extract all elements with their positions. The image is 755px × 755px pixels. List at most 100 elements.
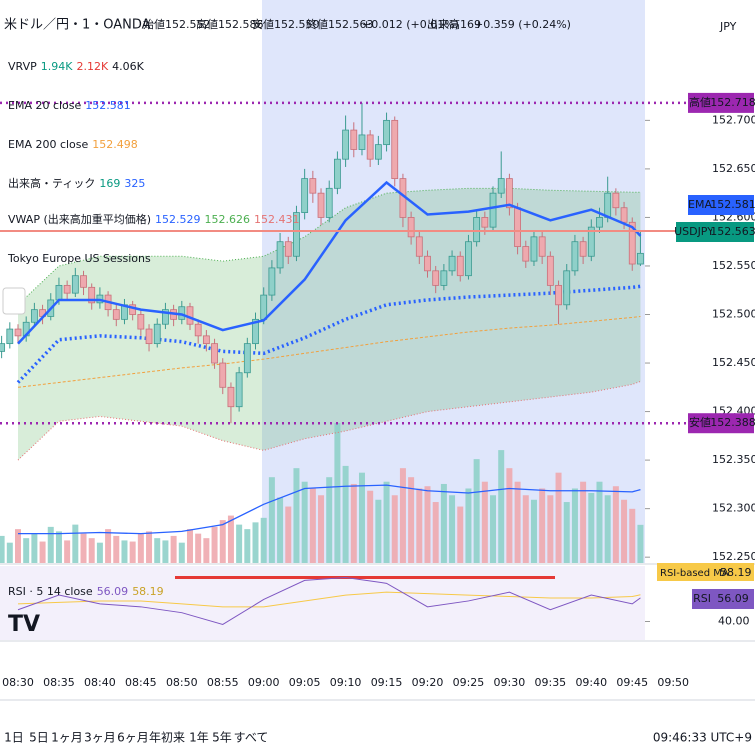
x-tick-label: 09:10 [330,676,362,689]
x-tick-label: 08:50 [166,676,198,689]
toolbar-button[interactable]: 3ヶ月 [84,731,116,745]
symbol: 米ドル／円・1・OANDA [4,18,151,33]
candle-body [202,335,210,345]
legend-item: 152.498 [92,138,138,151]
price-tag-label: RSI [693,592,711,605]
volume-bar [219,520,226,563]
clock: 09:46:33 UTC+9 [653,731,752,745]
x-tick-label: 09:15 [371,676,403,689]
y-tick-label: 152.650 [712,162,755,175]
candle-body [6,328,14,345]
volume-bar [358,472,365,563]
candle-body [153,323,161,345]
ohlc-header: 終値152.563 [306,17,374,31]
volume-bar [80,533,87,563]
collapse-button[interactable] [2,287,26,315]
candle-body [374,144,382,160]
volume-bar [236,524,243,563]
candle-body [137,314,145,330]
volume-bar [449,495,456,563]
legend-item: 169 [99,177,120,190]
volume-bar [424,486,431,563]
volume-ma-line [18,484,641,535]
candle-body [219,362,227,388]
candle-body [563,270,571,306]
rsi-tick-label: 40.00 [718,615,750,628]
legend: 出来高・ティック 169 325 [8,176,145,190]
plot: 40.00152.700152.650152.600152.550152.500… [0,17,755,745]
toolbar-button[interactable]: 5日 [29,731,49,745]
x-tick-label: 09:20 [412,676,444,689]
candle-body [440,270,448,286]
volume-bar [563,502,570,563]
legend-item: 56.09 [97,585,129,598]
volume-bar [178,542,185,563]
price-tag-value: 152.563 [710,225,755,238]
ohlc-header: 出来高169 [427,17,481,31]
candle-body [350,129,358,150]
session-background [262,0,645,563]
toolbar-button[interactable]: 1ヶ月 [51,731,83,745]
volume-bar [539,488,546,563]
candle-body [0,343,6,352]
candle-body [88,286,96,304]
volume-bar [55,531,62,563]
volume-bar [571,488,578,563]
currency: JPY [719,20,737,33]
candle-body [325,187,333,218]
y-tick-label: 152.550 [712,259,755,272]
volume-bar [146,531,153,563]
candle-body [383,119,390,146]
legend: Tokyo Europe US Sessions [7,252,151,265]
volume-bar [530,499,537,563]
vwap-line [17,187,641,306]
candle-body [55,284,63,301]
price-tag [712,413,754,434]
candle-body [366,134,374,160]
candle-body [424,255,431,272]
candle-body [579,241,587,257]
candle-body [489,192,497,228]
candle-body [596,217,603,228]
legend: EMA 200 close 152.498 [8,138,138,151]
volume-bar [105,529,112,563]
toolbar-button[interactable]: 年初来 [149,731,185,745]
legend-item: 152.581 [85,99,131,112]
legend-item: 152.431 [254,213,300,226]
x-tick-label: 08:45 [125,676,157,689]
y-tick-label: 152.350 [712,453,755,466]
volume-bar [211,526,218,563]
logo: TV [8,612,40,637]
legend-item: 152.626 [205,213,251,226]
legend-item: 4.06K [112,60,144,73]
candle-body [284,241,292,257]
toolbar-button[interactable]: 6ヶ月 [117,731,149,745]
price-tag [712,195,754,215]
price-tag [688,413,712,434]
volume-bar [383,481,390,563]
candle-body [481,217,489,228]
y-tick-label: 152.450 [712,356,755,369]
candle-body [227,386,235,408]
volume-bar [121,540,128,563]
toolbar-button[interactable]: すべて [234,731,269,745]
toolbar-button[interactable]: 1日 [4,731,24,745]
candle-body [637,252,644,265]
price-tag [692,589,712,609]
x-tick-label: 09:00 [248,676,280,689]
legend: VWAP (出来高加重平均価格) 152.529 152.626 152.431 [8,212,300,226]
candle-body [497,178,505,194]
vwap-band-fill [18,188,641,461]
candle-body [334,158,341,189]
volume-bar [154,538,161,563]
volume-bar [318,495,325,563]
candle-body [145,328,153,345]
toolbar-button[interactable]: 1年 [189,731,209,745]
candle-body [301,178,309,213]
ema-line [17,180,642,345]
toolbar-button[interactable]: 5年 [212,731,232,745]
volume-bar [129,541,136,563]
candle-body [538,236,546,257]
legend-item: VRVP [8,60,37,73]
